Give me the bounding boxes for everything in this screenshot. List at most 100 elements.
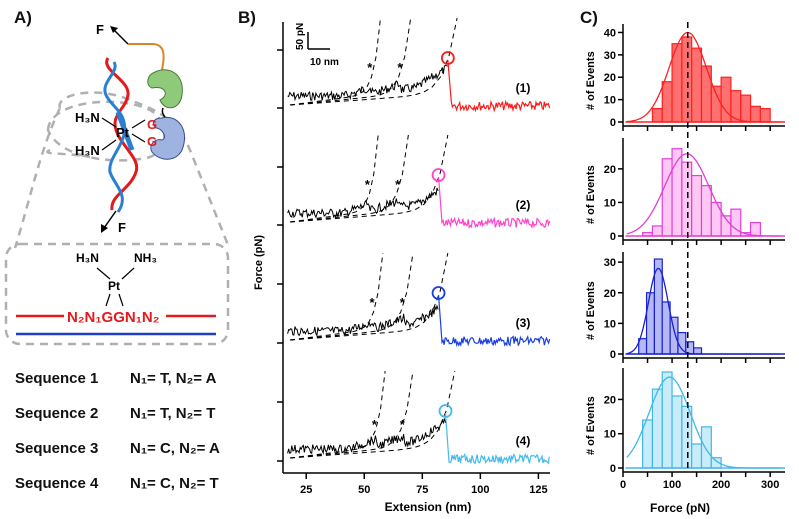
inset-pt-atom: Pt <box>108 279 120 293</box>
pt-atom: Pt <box>116 125 130 140</box>
scale-bar-extension: 10 nm <box>310 57 339 68</box>
histogram-bar <box>740 94 752 123</box>
histogram-bar <box>749 105 761 123</box>
c-y-tick-label: 10 <box>604 429 616 441</box>
inset-ligand-right: NH₃ <box>134 251 157 265</box>
c-y-tick-label: 0 <box>610 231 616 243</box>
c-y-tick-label: 20 <box>604 288 616 300</box>
force-curve-black <box>287 304 439 337</box>
gaussian-fit <box>626 31 780 123</box>
panel-a-schematic: F F H₃N H₃N Pt G G H₃N NH₃ Pt N₂N₁GGN₁N₂ <box>4 22 230 346</box>
panel-label-b: B) <box>238 8 256 27</box>
histogram-bar <box>691 47 703 123</box>
peak-asterisk: * <box>400 417 406 432</box>
c-y-tick-label: 0 <box>610 349 616 361</box>
c-y-tick-label: 10 <box>604 318 616 330</box>
wlc-fit-line <box>289 134 409 223</box>
histogram-bar <box>661 301 671 355</box>
force-curve-black <box>287 64 448 102</box>
histogram-bar <box>677 331 687 355</box>
histogram-bar <box>661 81 673 123</box>
gaussian-fit <box>626 376 780 469</box>
c-y-axis-label: # of Events <box>585 396 597 455</box>
b-x-tick-label: 25 <box>300 484 312 496</box>
histogram-3: 0 10 20 30 # of Events <box>585 252 785 363</box>
c-y-tick-label: 30 <box>604 257 616 269</box>
trace-4: * * (4) <box>287 370 550 465</box>
trace-3: * * (3) <box>287 252 551 348</box>
histogram-bar <box>671 395 683 469</box>
force-curve-black <box>287 418 446 455</box>
c-y-tick-label: 40 <box>604 27 616 39</box>
b-x-axis-label: Extension (nm) <box>385 500 472 514</box>
peak-asterisk: * <box>372 417 378 432</box>
histogram-bar <box>681 36 693 123</box>
force-label-top: F <box>96 22 104 37</box>
histogram-bar <box>700 65 712 123</box>
histogram-4: 0 10 20 # of Events <box>585 368 785 477</box>
histogram-bar <box>651 107 663 123</box>
c-x-axis-label: Force (pN) <box>650 501 710 515</box>
ligand-left-bottom: H₃N <box>75 143 100 158</box>
trace-label: (3) <box>516 316 531 330</box>
sequence-desc-3: N₁= C, N₂= A <box>130 440 220 457</box>
histogram-bar <box>681 405 693 469</box>
histogram-bar <box>645 292 656 355</box>
protein-top-shape <box>147 69 183 109</box>
gaussian-fit <box>626 267 780 355</box>
wlc-fit-line <box>289 252 414 341</box>
histogram-bar <box>669 316 679 355</box>
histogram-bar <box>749 221 761 237</box>
wlc-fit-line <box>289 370 386 459</box>
rupture-circle <box>440 51 455 65</box>
panel-label-a: A) <box>14 8 32 27</box>
peak-asterisk: * <box>395 177 401 192</box>
histogram-bar <box>700 426 712 469</box>
histogram-1: 0 10 20 30 40 # of Events <box>585 24 785 131</box>
wlc-fit-line <box>289 252 384 341</box>
histogram-bar <box>661 371 673 469</box>
c-y-tick-label: 30 <box>604 50 616 62</box>
trace-2: * * (2) <box>287 134 551 229</box>
rupture-circle <box>438 404 453 418</box>
c-y-axis-label: # of Events <box>585 51 597 110</box>
c-y-tick-label: 0 <box>610 463 616 475</box>
trace-label: (4) <box>516 434 531 448</box>
force-curve-rupture <box>437 176 551 229</box>
b-y-axis-label: Force (pN) <box>253 235 265 290</box>
inset-box <box>4 242 230 346</box>
c-y-tick-label: 0 <box>610 117 616 129</box>
force-curve-rupture <box>447 59 551 113</box>
c-y-tick-label: 20 <box>604 72 616 84</box>
histogram-bar <box>651 225 663 237</box>
trace-label: (2) <box>516 198 531 212</box>
c-x-tick-label: 0 <box>620 479 626 491</box>
histogram-bar <box>691 174 703 237</box>
force-curve-black <box>287 187 439 219</box>
force-curve-rupture <box>437 294 551 348</box>
histogram-bar <box>710 85 722 123</box>
ligand-left-top: H₃N <box>75 110 100 125</box>
inset-ligand-left: H₃N <box>76 251 99 265</box>
c-y-tick-label: 10 <box>604 197 616 209</box>
peak-asterisk: * <box>365 177 371 192</box>
b-x-tick-label: 100 <box>471 484 489 496</box>
histogram-2: 0 10 20 # of Events <box>585 138 785 245</box>
wlc-fit-line <box>289 17 412 106</box>
linker <box>128 43 165 71</box>
force-curve-rupture <box>444 412 550 465</box>
c-y-tick-label: 10 <box>604 95 616 107</box>
wlc-fit-line <box>289 370 456 459</box>
histogram-bar <box>700 185 712 237</box>
sequence-name-4: Sequence 4 <box>15 475 99 492</box>
c-y-tick-label: 20 <box>604 164 616 176</box>
sequence-name-2: Sequence 2 <box>15 405 99 422</box>
peak-asterisk: * <box>397 60 403 75</box>
sequence-desc-2: N₁= T, N₂= T <box>130 405 216 422</box>
c-y-tick-label: 20 <box>604 394 616 406</box>
guanine-2: G <box>147 134 157 149</box>
gaussian-fit <box>626 153 780 237</box>
force-label-bottom: F <box>118 220 126 235</box>
histogram-bar <box>691 443 703 469</box>
peak-asterisk: * <box>367 60 373 75</box>
